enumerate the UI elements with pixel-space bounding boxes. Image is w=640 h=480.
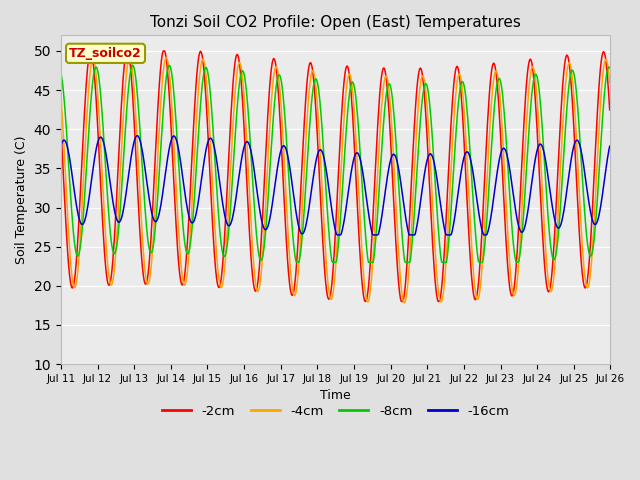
Legend: -2cm, -4cm, -8cm, -16cm: -2cm, -4cm, -8cm, -16cm [156,400,515,423]
Title: Tonzi Soil CO2 Profile: Open (East) Temperatures: Tonzi Soil CO2 Profile: Open (East) Temp… [150,15,521,30]
Y-axis label: Soil Temperature (C): Soil Temperature (C) [15,135,28,264]
Text: TZ_soilco2: TZ_soilco2 [69,47,142,60]
X-axis label: Time: Time [320,389,351,402]
